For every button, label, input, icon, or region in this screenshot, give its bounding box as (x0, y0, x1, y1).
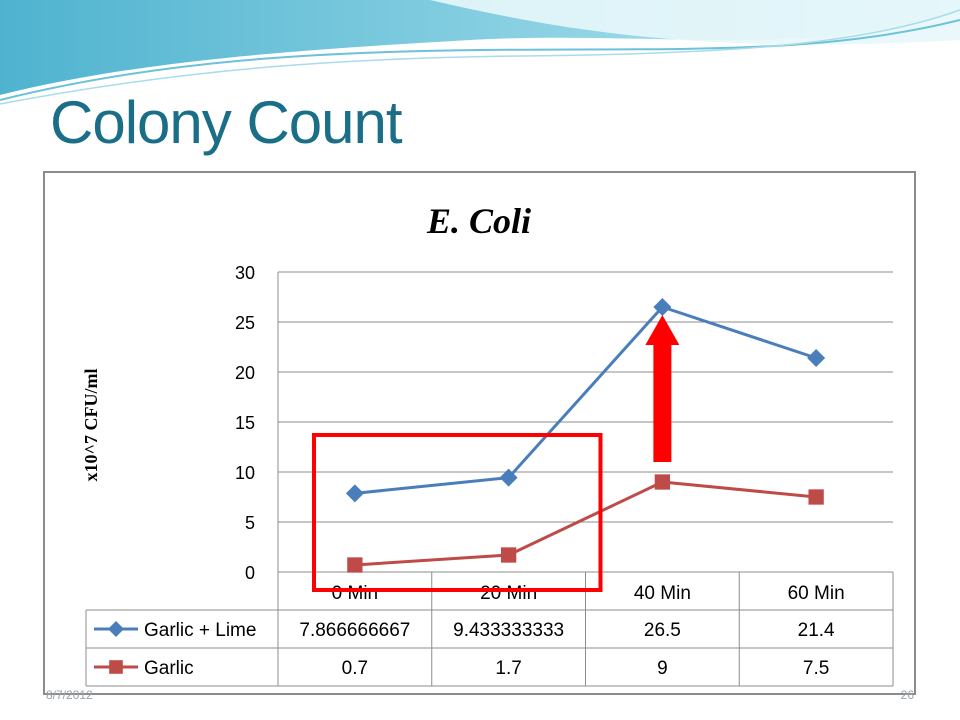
increase-arrow-head (645, 315, 680, 345)
table-cell-value: 9 (657, 658, 668, 679)
data-point (500, 547, 517, 563)
legend-label: Garlic + Lime (144, 620, 256, 641)
y-tick-label: 0 (245, 563, 255, 583)
table-cell-value: 21.4 (798, 620, 835, 641)
series-line (354, 305, 817, 495)
y-tick-label: 20 (235, 363, 255, 383)
y-tick-label: 25 (235, 313, 255, 333)
page-number: 26 (900, 688, 914, 702)
table-cell-value: 1.7 (495, 658, 521, 679)
line-chart: E. Coli x10^7 CFU/ml 0 5 10 15 20 25 30 0 Min 2… (81, 201, 894, 687)
y-tick-label: 30 (235, 263, 255, 283)
x-category-label: 20 Min (480, 583, 537, 604)
legend-marker (108, 621, 124, 637)
table-cell-value: 9.433333333 (453, 620, 564, 641)
series-line (354, 480, 817, 567)
data-point (347, 557, 363, 573)
chart-title: E. Coli (426, 201, 531, 241)
y-tick-label: 10 (235, 463, 255, 483)
table-cell-value: 7.866666667 (299, 620, 410, 641)
y-axis-label: x10^7 CFU/ml (81, 369, 101, 482)
data-point (808, 489, 824, 505)
footer-date: 8/7/2012 (46, 688, 93, 702)
highlight-box (312, 433, 603, 592)
legend-label: Garlic (144, 658, 194, 679)
y-tick-label: 5 (245, 513, 255, 533)
increase-arrow-shaft (653, 345, 672, 462)
decorative-header-waves (0, 0, 960, 105)
data-point (653, 298, 672, 316)
x-category-label: 60 Min (788, 583, 845, 604)
data-point (654, 474, 671, 490)
x-category-label: 0 Min (332, 583, 378, 604)
x-category-label: 40 Min (634, 583, 691, 604)
data-point (499, 468, 518, 487)
table-cell-value: 7.5 (803, 658, 829, 679)
data-point (807, 349, 826, 367)
chart-area: E. Coli x10^7 CFU/ml 0 5 10 15 20 25 30 0 Min 2… (43, 171, 916, 695)
table-cell-value: 26.5 (644, 620, 681, 641)
legend-marker (109, 660, 123, 674)
data-point (345, 484, 364, 503)
table-cell-value: 0.7 (342, 658, 368, 679)
y-tick-label: 15 (235, 413, 255, 433)
slide-title: Colony Count (50, 89, 403, 156)
